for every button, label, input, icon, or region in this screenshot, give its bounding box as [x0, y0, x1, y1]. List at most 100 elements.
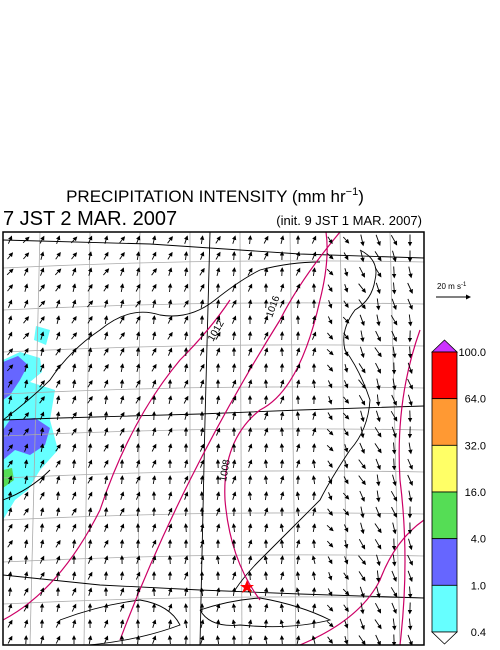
wind-vector [279, 603, 285, 612]
wind-vector [199, 475, 205, 485]
wind-vector [215, 331, 221, 340]
wind-vector [120, 523, 125, 532]
wind-vector [199, 459, 205, 468]
wind-vector [200, 379, 205, 388]
wind-vector [71, 587, 77, 596]
wind-vector [279, 539, 285, 549]
wind-vector [374, 427, 382, 438]
wind-vector [23, 363, 29, 372]
wind-vector [184, 571, 189, 580]
wind-vector [120, 587, 125, 596]
wind-vector [56, 235, 61, 244]
wind-vector [327, 316, 333, 325]
wind-vector [231, 235, 237, 244]
wind-vector [23, 283, 29, 292]
wind-vector [151, 315, 157, 325]
colorbar-label: 32.0 [465, 440, 486, 452]
wind-vector [376, 298, 381, 311]
wind-vector [391, 298, 397, 311]
wind-vector [215, 635, 221, 645]
wind-vector [39, 427, 45, 436]
wind-vector [72, 299, 77, 308]
title: PRECIPITATION INTENSITY (mm hr−1) [66, 186, 364, 206]
wind-vector [87, 427, 93, 437]
wind-vector [55, 251, 61, 260]
wind-vector [374, 523, 382, 534]
wind-vector [375, 394, 381, 407]
wind-vector [231, 587, 237, 596]
wind-vector [295, 571, 301, 581]
wind-vector [343, 428, 349, 437]
wind-vector [327, 636, 333, 644]
wind-vector [247, 523, 253, 532]
wind-vector [23, 347, 29, 356]
wind-vector [87, 347, 93, 356]
wind-vector [136, 555, 141, 564]
wind-vector [343, 444, 349, 453]
location-marker [240, 580, 254, 593]
vector-scale-text: 20 m s [437, 282, 461, 291]
wind-vector [247, 619, 253, 628]
wind-vector [135, 347, 141, 357]
wind-vector [215, 411, 221, 420]
wind-vector [136, 235, 141, 244]
isobar-label: 1012 [206, 318, 227, 343]
wind-vector [376, 554, 381, 567]
wind-vector [119, 571, 125, 581]
isobar [224, 232, 328, 601]
coastline [3, 261, 321, 421]
wind-vector [248, 347, 253, 356]
isobar [299, 519, 424, 645]
wind-vector [392, 474, 397, 487]
wind-vector [23, 571, 29, 581]
wind-vector [87, 571, 93, 580]
wind-vector [88, 411, 93, 420]
wind-vector [374, 443, 382, 454]
wind-vector [200, 539, 205, 548]
wind-vector [23, 316, 30, 324]
wind-vector [39, 380, 45, 388]
wind-vector [167, 363, 173, 373]
wind-vector [54, 268, 62, 276]
wind-vector [119, 427, 125, 436]
wind-vector [103, 315, 109, 324]
wind-vector [119, 603, 125, 612]
wind-vector [375, 282, 381, 295]
wind-vector [247, 507, 253, 517]
wind-vector [407, 362, 413, 375]
wind-vector [71, 283, 77, 293]
wind-vector [407, 634, 413, 645]
wind-vector [167, 587, 173, 596]
wind-vector [71, 619, 77, 629]
wind-vector [119, 411, 125, 420]
wind-vector [328, 572, 333, 581]
wind-vector [344, 284, 349, 293]
wind-vector [247, 379, 253, 389]
wind-vector [360, 410, 365, 423]
wind-vector [231, 315, 237, 324]
wind-vector [408, 314, 413, 327]
wind-vector [151, 395, 157, 405]
wind-vector [71, 459, 77, 469]
wind-vector [87, 539, 93, 549]
wind-vector [7, 555, 13, 564]
wind-vector [103, 251, 109, 260]
wind-vector [151, 475, 157, 484]
wind-vector [279, 363, 285, 373]
wind-vector [311, 459, 317, 469]
wind-vector [344, 348, 349, 357]
wind-vector [295, 427, 301, 437]
wind-vector [199, 427, 205, 436]
wind-vector [23, 507, 29, 516]
coastline [234, 249, 377, 591]
wind-vector [231, 523, 237, 533]
wind-vector [232, 571, 237, 580]
wind-vector [71, 491, 77, 500]
wind-vector [360, 506, 365, 519]
wind-vector [135, 300, 141, 308]
wind-vector [263, 299, 269, 309]
wind-vector [23, 491, 29, 500]
wind-vector [6, 364, 14, 372]
wind-vector [343, 300, 349, 309]
